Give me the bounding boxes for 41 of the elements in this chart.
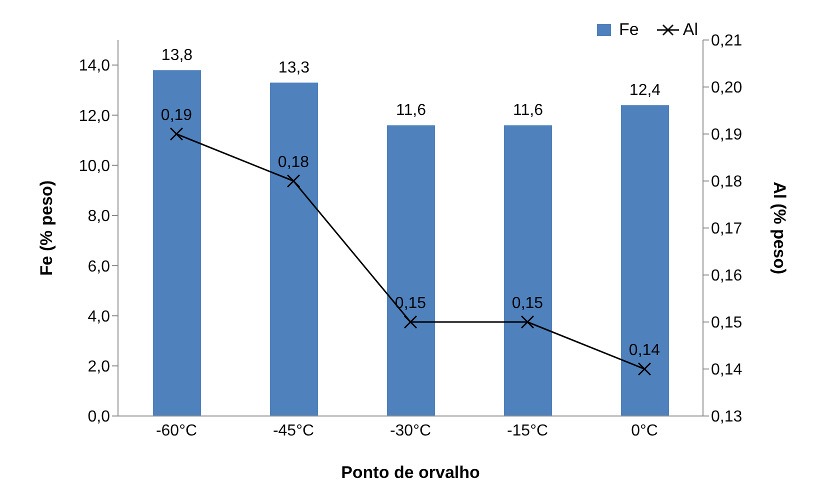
data-label: 11,6 xyxy=(513,102,544,120)
data-label: 0,19 xyxy=(160,107,192,124)
y-tick-label: 0,0 xyxy=(88,408,110,426)
y2-axis-title: Al (% peso) xyxy=(770,182,789,274)
y2-tick-label: 0,21 xyxy=(711,32,742,50)
y2-tick-label: 0,20 xyxy=(711,80,742,97)
y-tick-label: 12,0 xyxy=(78,108,110,125)
data-label: 0,14 xyxy=(628,342,660,359)
y-tick-label: 10,0 xyxy=(78,158,110,176)
bar xyxy=(504,125,552,416)
data-label: 13,3 xyxy=(278,60,310,77)
x-tick-label: -45°C xyxy=(272,422,314,440)
x-tick-label: -60°C xyxy=(156,422,198,440)
y2-tick-label: 0,19 xyxy=(711,126,742,144)
legend-label: Al xyxy=(682,20,698,40)
y-tick-label: 14,0 xyxy=(78,58,110,75)
y-tick-label: 6,0 xyxy=(88,258,110,276)
x-axis-title: Ponto de orvalho xyxy=(341,463,480,482)
y2-tick-label: 0,13 xyxy=(711,408,742,426)
y2-tick-label: 0,16 xyxy=(711,268,742,285)
data-label: 11,6 xyxy=(396,102,426,120)
y2-tick-label: 0,18 xyxy=(711,174,742,191)
y-tick-label: 4,0 xyxy=(88,308,110,326)
x-tick-label: 0°C xyxy=(631,422,658,440)
y-tick-label: 2,0 xyxy=(88,358,110,376)
y2-tick-label: 0,17 xyxy=(711,220,742,238)
data-label: 0,18 xyxy=(278,154,310,171)
y2-tick-label: 0,15 xyxy=(711,314,742,332)
data-label: 12,4 xyxy=(629,82,661,100)
data-label: 13,8 xyxy=(161,47,193,64)
x-tick-label: -15°C xyxy=(506,422,548,440)
bar xyxy=(387,125,435,416)
y-tick-label: 8,0 xyxy=(88,208,110,226)
bar xyxy=(153,70,201,416)
bar xyxy=(621,105,669,416)
legend-label: Fe xyxy=(619,20,639,40)
y-axis-title: Fe (% peso) xyxy=(37,180,56,276)
y2-tick-label: 0,14 xyxy=(711,362,742,379)
x-tick-label: -30°C xyxy=(390,422,432,440)
bar xyxy=(270,82,318,416)
data-label: 0,15 xyxy=(512,295,544,312)
